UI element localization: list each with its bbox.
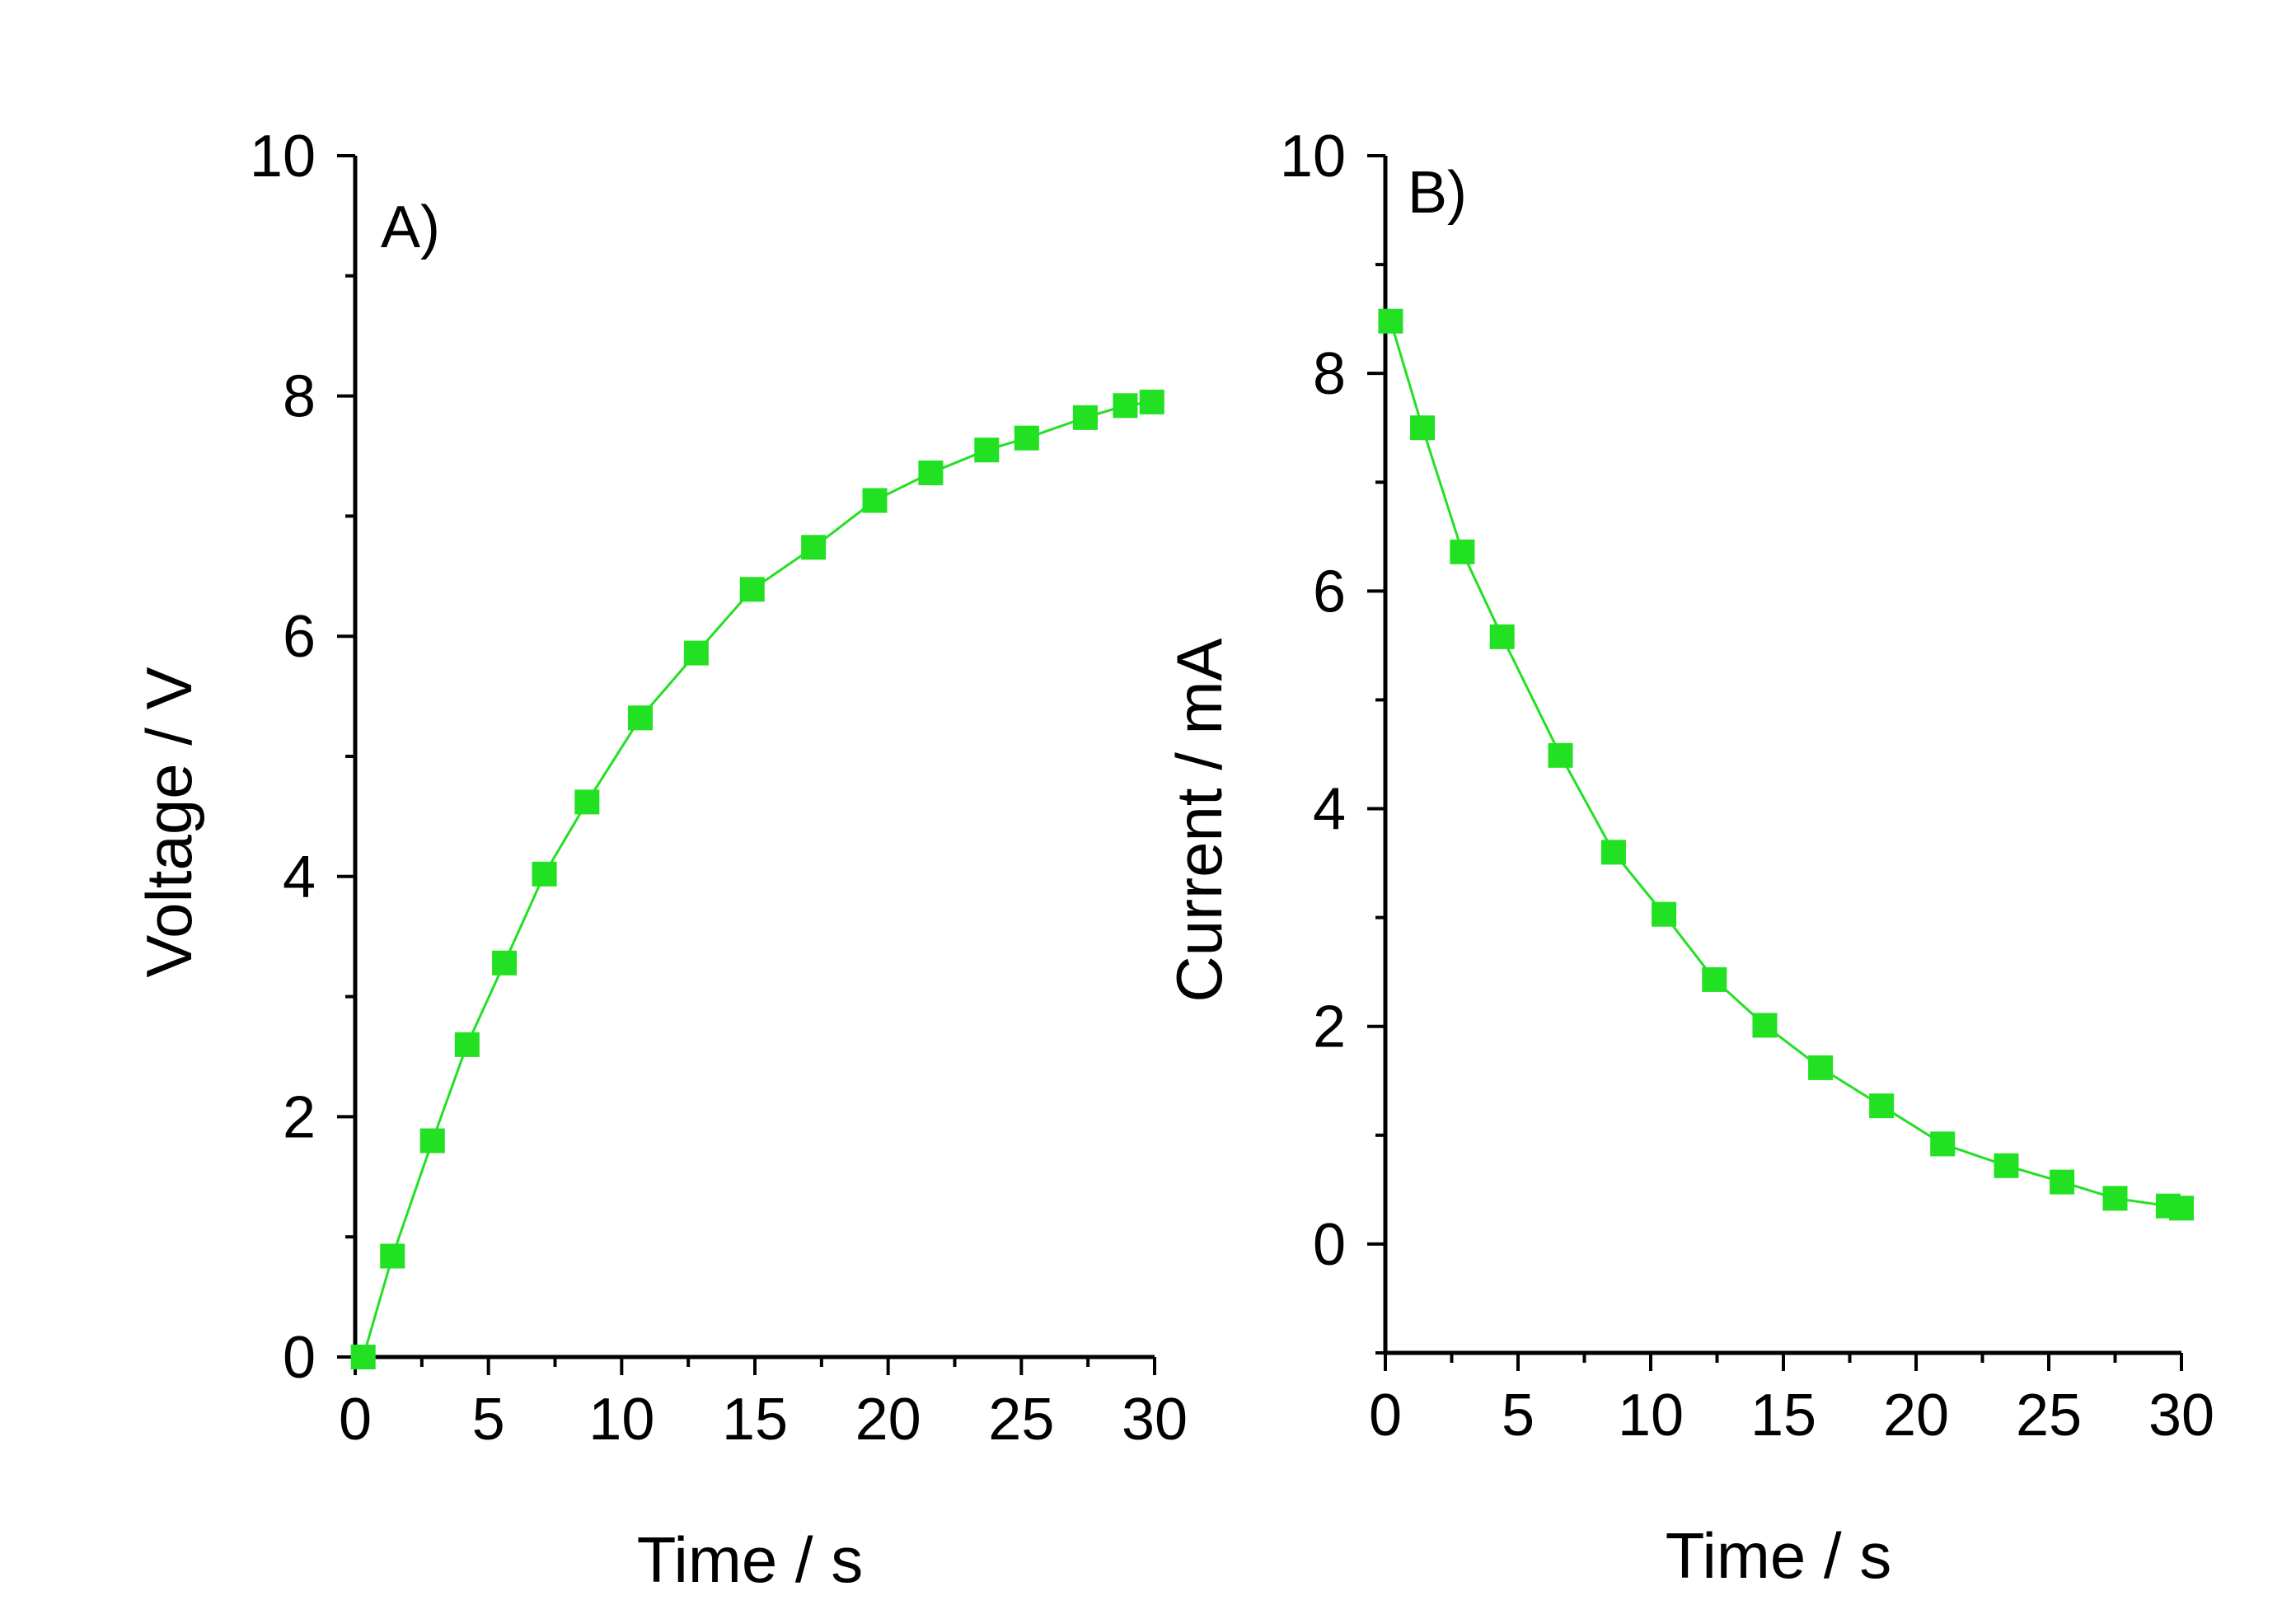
voltage-y-axis-title: Voltage / V xyxy=(133,667,205,977)
voltage-data-point xyxy=(454,1032,480,1057)
voltage-y-tick-label-0: 0 xyxy=(283,1325,316,1391)
voltage-data-point xyxy=(350,1345,376,1369)
current-x-tick-label-5: 5 xyxy=(1502,1383,1535,1448)
voltage-data-point xyxy=(574,789,600,815)
current-data-point xyxy=(1808,1055,1834,1080)
current-x-tick-label-25: 25 xyxy=(2016,1383,2082,1448)
current-data-point xyxy=(1652,901,1677,927)
current-x-ticks: 0 5 10 15 20 25 30 xyxy=(1369,1353,2214,1448)
current-x-tick-label-0: 0 xyxy=(1369,1383,1402,1448)
current-panel: 0 5 10 15 20 25 30 0 2 4 6 8 10 B) Time / s Current… xyxy=(1163,124,2214,1592)
current-data-point xyxy=(2169,1196,2194,1221)
current-data-point xyxy=(1702,966,1727,992)
current-data-point xyxy=(1489,624,1515,649)
current-y-tick-label-10: 10 xyxy=(1280,124,1346,190)
voltage-data-point xyxy=(1139,389,1164,414)
current-x-tick-label-20: 20 xyxy=(1883,1383,1949,1448)
current-y-tick-label-4: 4 xyxy=(1313,777,1346,843)
voltage-panel-label: A) xyxy=(381,194,440,260)
voltage-x-axis-title: Time / s xyxy=(637,1523,863,1596)
voltage-series xyxy=(350,389,1164,1369)
current-x-axis-title: Time / s xyxy=(1666,1519,1891,1592)
voltage-y-tick-label-2: 2 xyxy=(283,1084,316,1150)
current-panel-label: B) xyxy=(1408,160,1467,226)
current-series xyxy=(1378,308,2194,1221)
voltage-x-tick-label-0: 0 xyxy=(339,1387,372,1453)
voltage-x-tick-label-10: 10 xyxy=(588,1387,654,1453)
voltage-data-point xyxy=(739,577,765,602)
current-y-ticks: 0 2 4 6 8 10 xyxy=(1280,124,1385,1355)
current-data-point xyxy=(1752,1013,1778,1038)
current-data-point xyxy=(1930,1131,1956,1157)
voltage-x-tick-label-25: 25 xyxy=(988,1387,1054,1453)
voltage-x-tick-label-20: 20 xyxy=(855,1387,921,1453)
voltage-data-point xyxy=(1014,425,1039,451)
voltage-data-point xyxy=(419,1128,445,1153)
voltage-x-tick-label-5: 5 xyxy=(472,1387,505,1453)
current-data-point xyxy=(1600,840,1626,865)
voltage-x-tick-label-15: 15 xyxy=(722,1387,788,1453)
current-y-tick-label-8: 8 xyxy=(1313,341,1346,407)
voltage-y-tick-label-6: 6 xyxy=(283,604,316,670)
current-data-point xyxy=(1548,742,1573,768)
voltage-y-tick-label-4: 4 xyxy=(283,845,316,910)
current-x-tick-label-15: 15 xyxy=(1750,1383,1816,1448)
voltage-data-point xyxy=(492,950,518,976)
voltage-y-tick-label-10: 10 xyxy=(250,124,316,190)
current-data-point xyxy=(1869,1093,1895,1119)
current-data-point xyxy=(1450,539,1475,564)
voltage-data-point xyxy=(862,488,888,513)
voltage-data-point xyxy=(974,438,1000,463)
current-y-axis-title: Current / mA xyxy=(1163,638,1235,1002)
voltage-y-ticks: 0 2 4 6 8 10 xyxy=(250,124,355,1391)
voltage-data-point xyxy=(1072,405,1098,430)
current-data-point xyxy=(1410,415,1436,441)
voltage-data-point xyxy=(801,535,827,560)
voltage-y-tick-label-8: 8 xyxy=(283,364,316,430)
current-data-point xyxy=(2102,1186,2128,1211)
voltage-data-point xyxy=(380,1243,405,1269)
current-data-point xyxy=(1994,1153,2019,1178)
voltage-data-point xyxy=(918,460,944,485)
voltage-data-point xyxy=(532,861,557,887)
current-y-tick-label-0: 0 xyxy=(1313,1212,1346,1278)
voltage-panel: 0 5 10 15 20 25 30 0 2 4 6 8 10 A) Time / s Voltage… xyxy=(133,124,1188,1596)
current-x-tick-label-30: 30 xyxy=(2148,1383,2214,1448)
current-data-point xyxy=(2050,1169,2075,1195)
voltage-data-point xyxy=(683,640,709,666)
voltage-data-point xyxy=(627,705,653,731)
voltage-x-tick-label-30: 30 xyxy=(1122,1387,1188,1453)
voltage-data-point xyxy=(1113,393,1138,419)
current-data-point xyxy=(1378,308,1403,334)
voltage-x-ticks: 0 5 10 15 20 25 30 xyxy=(339,1357,1188,1453)
current-y-tick-label-6: 6 xyxy=(1313,559,1346,625)
current-x-tick-label-10: 10 xyxy=(1618,1383,1684,1448)
current-y-tick-label-2: 2 xyxy=(1313,994,1346,1060)
